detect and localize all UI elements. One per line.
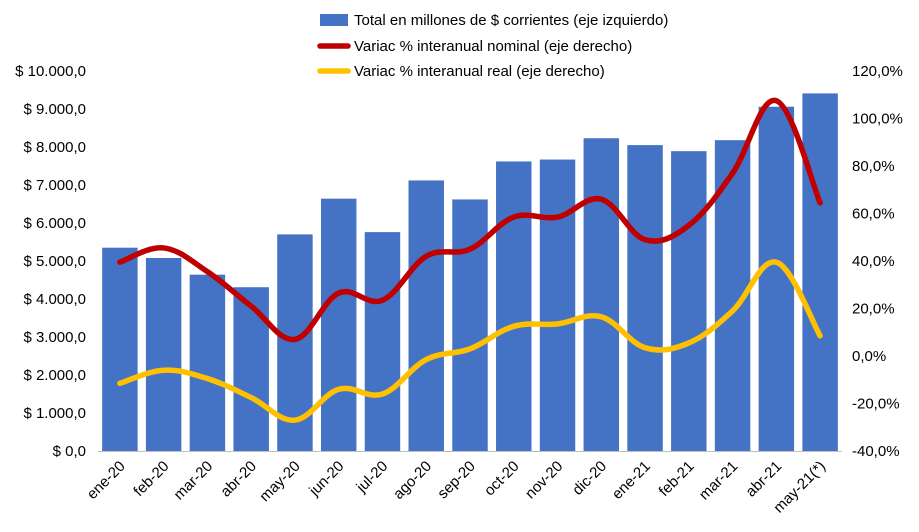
x-tick-label: jun-20 — [305, 458, 347, 500]
left-tick-label: $ 8.000,0 — [23, 139, 86, 156]
x-tick-label: mar-20 — [171, 458, 217, 504]
legend-label: Variac % interanual real (eje derecho) — [354, 63, 605, 80]
bar — [145, 257, 182, 451]
right-tick-label: -40,0% — [852, 443, 900, 460]
x-tick-label: sep-20 — [434, 458, 478, 502]
left-tick-label: $ 1.000,0 — [23, 405, 86, 422]
x-tick-label: ago-20 — [390, 458, 435, 503]
bar — [320, 198, 357, 451]
left-tick-label: $ 4.000,0 — [23, 291, 86, 308]
left-axis: $ 0,0 $ 1.000,0 $ 2.000,0 $ 3.000,0 $ 4.000,… — [15, 63, 86, 460]
left-tick-label: $ 3.000,0 — [23, 329, 86, 346]
left-tick-label: $ 7.000,0 — [23, 177, 86, 194]
x-tick-label: feb-20 — [130, 458, 172, 500]
x-tick-label: nov-20 — [522, 458, 566, 502]
left-tick-label: $ 0,0 — [53, 443, 86, 460]
bar — [189, 274, 226, 451]
bar — [671, 151, 707, 451]
x-tick-label: abr-20 — [217, 458, 260, 501]
bar — [627, 145, 663, 451]
bar — [452, 199, 488, 451]
legend-label: Total en millones de $ corrientes (eje i… — [354, 12, 668, 29]
x-tick-label: ene-20 — [84, 458, 129, 503]
x-tick-label: may-20 — [256, 458, 303, 505]
x-tick-label: oct-20 — [481, 458, 523, 500]
left-tick-label: $ 5.000,0 — [23, 253, 86, 270]
x-tick-label: jul-20 — [353, 458, 392, 497]
x-tick-label: ene-21 — [609, 458, 654, 503]
left-tick-label: $ 6.000,0 — [23, 215, 86, 232]
right-axis: -40,0% -20,0% 0,0% 20,0% 40,0% 60,0% 80,0% 100,… — [852, 63, 903, 460]
legend: Total en millones de $ corrientes (eje i… — [317, 12, 668, 80]
legend-swatch-bar — [320, 14, 348, 26]
left-tick-label: $ 2.000,0 — [23, 367, 86, 384]
x-tick-label: mar-21 — [696, 458, 742, 504]
bar — [758, 106, 795, 451]
right-tick-label: 40,0% — [852, 253, 895, 270]
line-series — [117, 97, 823, 423]
right-tick-label: 100,0% — [852, 111, 903, 128]
bar-series — [102, 93, 838, 452]
bar — [583, 138, 620, 451]
right-tick-label: 80,0% — [852, 158, 895, 175]
bar — [802, 93, 838, 452]
bar — [364, 232, 401, 451]
real-line — [117, 259, 823, 423]
right-tick-label: 60,0% — [852, 206, 895, 223]
bar — [102, 247, 138, 451]
left-tick-label: $ 10.000,0 — [15, 63, 86, 80]
x-tick-label: dic-20 — [569, 458, 610, 499]
right-tick-label: 120,0% — [852, 63, 903, 80]
bar — [539, 159, 576, 452]
x-tick-label: feb-21 — [656, 458, 698, 500]
bar — [408, 180, 444, 451]
legend-label: Variac % interanual nominal (eje derecho… — [354, 38, 632, 55]
left-tick-label: $ 9.000,0 — [23, 101, 86, 118]
bar — [496, 161, 532, 451]
right-tick-label: -20,0% — [852, 396, 900, 413]
bar — [233, 287, 269, 451]
x-tick-label: abr-21 — [743, 458, 786, 501]
right-tick-label: 20,0% — [852, 301, 895, 318]
nominal-line — [117, 97, 823, 343]
right-tick-label: 0,0% — [852, 348, 886, 365]
